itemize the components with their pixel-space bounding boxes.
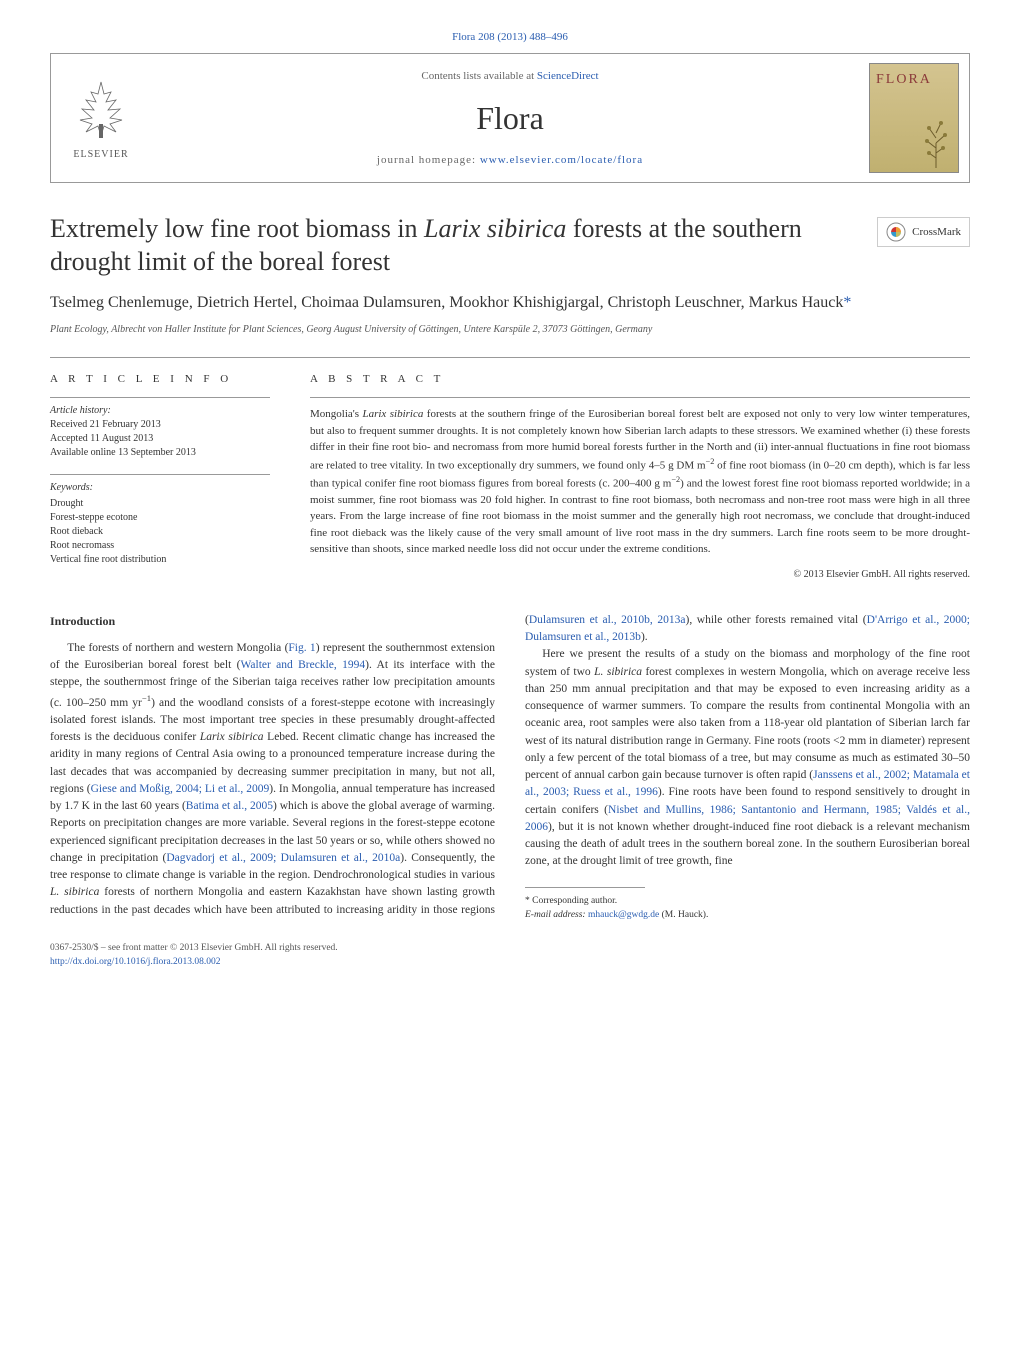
crossmark-icon [886, 222, 906, 242]
email-link[interactable]: mhauck@gwdg.de [588, 910, 659, 920]
elsevier-tree-icon [66, 74, 136, 144]
citation[interactable]: Dulamsuren et al., 2010b, 2013a [529, 614, 686, 626]
front-matter-line: 0367-2530/$ – see front matter © 2013 El… [50, 942, 970, 955]
cover-plant-icon [919, 113, 954, 168]
email-suffix: (M. Hauck). [659, 910, 708, 920]
abstract-text: Mongolia's Larix sibirica forests at the… [310, 397, 970, 558]
citation[interactable]: Giese and Moßig, 2004; Li et al., 2009 [91, 783, 270, 795]
online-date: Available online 13 September 2013 [50, 446, 270, 460]
received-date: Received 21 February 2013 [50, 418, 270, 432]
elsevier-logo: ELSEVIER [51, 64, 151, 172]
citation[interactable]: Dagvadorj et al., 2009; Dulamsuren et al… [166, 852, 400, 864]
sciencedirect-link[interactable]: ScienceDirect [537, 70, 599, 82]
journal-cover: FLORA [869, 63, 959, 173]
keyword: Root dieback [50, 525, 270, 539]
abstract-label: A B S T R A C T [310, 372, 970, 387]
corresponding-asterisk: * [843, 294, 851, 311]
frag: ). [641, 631, 648, 643]
accepted-date: Accepted 11 August 2013 [50, 432, 270, 446]
affiliation: Plant Ecology, Albrecht von Haller Insti… [50, 323, 970, 337]
body-paragraph: Here we present the results of a study o… [525, 646, 970, 870]
crossmark-label: CrossMark [912, 225, 961, 240]
article-info-label: A R T I C L E I N F O [50, 372, 270, 387]
authors: Tselmeg Chenlemuge, Dietrich Hertel, Cho… [50, 292, 970, 314]
frag: The forests of northern and western Mong… [67, 642, 288, 654]
author-list: Tselmeg Chenlemuge, Dietrich Hertel, Cho… [50, 294, 843, 311]
keyword: Forest-steppe ecotone [50, 511, 270, 525]
corr-author-label: * Corresponding author. [525, 894, 970, 908]
figure-ref[interactable]: Fig. 1 [288, 642, 315, 654]
footer: 0367-2530/$ – see front matter © 2013 El… [50, 942, 970, 969]
crossmark-badge[interactable]: CrossMark [877, 217, 970, 247]
history-label: Article history: [50, 404, 270, 418]
species: Larix sibirica [200, 731, 264, 743]
keywords: Keywords: Drought Forest-steppe ecotone … [50, 474, 270, 567]
abstract: A B S T R A C T Mongolia's Larix sibiric… [310, 372, 970, 582]
keyword: Vertical fine root distribution [50, 553, 270, 567]
keyword: Root necromass [50, 539, 270, 553]
species: L. sibirica [50, 886, 99, 898]
journal-reference: Flora 208 (2013) 488–496 [50, 30, 970, 45]
frag: ), while other forests remained vital ( [686, 614, 867, 626]
cover-title: FLORA [870, 64, 958, 96]
footnote-separator [525, 887, 645, 888]
journal-name: Flora [151, 96, 869, 141]
header-center: Contents lists available at ScienceDirec… [151, 69, 869, 169]
email-label: E-mail address: [525, 910, 588, 920]
elsevier-name: ELSEVIER [61, 148, 141, 162]
citation[interactable]: Walter and Breckle, 1994 [240, 659, 365, 671]
article-history: Article history: Received 21 February 20… [50, 397, 270, 460]
homepage-prefix: journal homepage: [377, 154, 480, 166]
species: L. sibirica [594, 666, 642, 678]
keywords-label: Keywords: [50, 481, 270, 495]
abstract-species: Larix sibirica [362, 408, 423, 420]
body-text: Introduction The forests of northern and… [50, 612, 970, 922]
journal-header: ELSEVIER Contents lists available at Sci… [50, 53, 970, 183]
abstract-frag: Mongolia's [310, 408, 362, 420]
title-pre: Extremely low fine root biomass in [50, 214, 424, 243]
article-info: A R T I C L E I N F O Article history: R… [50, 372, 270, 582]
article-title: Extremely low fine root biomass in Larix… [50, 213, 970, 278]
copyright: © 2013 Elsevier GmbH. All rights reserve… [310, 568, 970, 582]
contents-line: Contents lists available at ScienceDirec… [151, 69, 869, 84]
title-species: Larix sibirica [424, 214, 566, 243]
citation[interactable]: Batima et al., 2005 [186, 800, 273, 812]
homepage-line: journal homepage: www.elsevier.com/locat… [151, 153, 869, 168]
corresponding-author-footnote: * Corresponding author. E-mail address: … [525, 894, 970, 923]
doi-link[interactable]: http://dx.doi.org/10.1016/j.flora.2013.0… [50, 957, 221, 967]
introduction-heading: Introduction [50, 612, 495, 630]
frag: forest complexes in western Mongolia, wh… [525, 666, 970, 782]
contents-prefix: Contents lists available at [421, 70, 536, 82]
homepage-link[interactable]: www.elsevier.com/locate/flora [480, 154, 643, 166]
frag: ), but it is not known whether drought-i… [525, 821, 970, 868]
keyword: Drought [50, 497, 270, 511]
